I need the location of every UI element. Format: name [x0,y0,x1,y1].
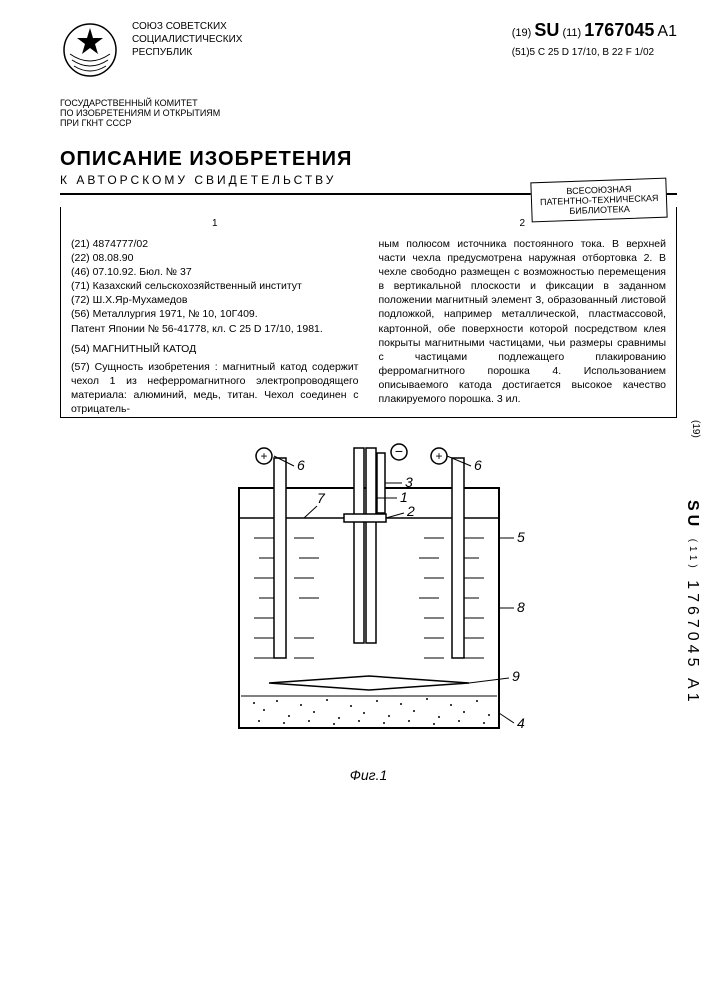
country-code-label: (19) [512,27,532,39]
ipc-block: (51)5 C 25 D 17/10, B 22 F 1/02 [512,47,677,58]
diagram-magnetic-cathode: + − + 6 6 3 1 2 7 5 8 9 4 [199,428,539,758]
doc-id: (19) SU (11) 1767045 A1 (51)5 C 25 D 17/… [512,20,677,58]
number-label: (11) [562,27,581,39]
col2-text: ным полюсом источника постоянного тока. … [379,237,667,407]
ipc-label: (51)5 [512,47,535,58]
ref-9: 9 [512,668,520,684]
side-prefix: (19) [690,420,701,438]
ref-2: 2 [406,503,415,519]
country-code: SU [534,20,559,40]
field-71: (71) Казахский сельскохозяйственный инст… [71,279,359,293]
title-main: ОПИСАНИЕ ИЗОБРЕТЕНИЯ [60,148,677,171]
header: СОЮЗ СОВЕТСКИХ СОЦИАЛИСТИЧЕСКИХ РЕСПУБЛИ… [60,20,677,80]
ref-6b: 6 [474,457,482,473]
kind-code: A1 [657,23,677,40]
field-54: (54) МАГНИТНЫЙ КАТОД [71,342,359,356]
field-56a: (56) Металлургия 1971, № 10, 10Г409. [71,307,359,321]
doc-number: 1767045 [584,20,654,40]
field-72: (72) Ш.Х.Яр-Мухамедов [71,293,359,307]
committee-label: ГОСУДАРСТВЕННЫЙ КОМИТЕТ ПО ИЗОБРЕТЕНИЯМ … [60,98,677,128]
ref-6a: 6 [297,457,305,473]
ipc-codes: C 25 D 17/10, B 22 F 1/02 [538,47,654,58]
col2-number: 2 [379,217,667,231]
ussr-emblem-icon [60,20,120,80]
ref-8: 8 [517,599,525,615]
ref-3: 3 [405,474,413,490]
text-columns: 1 (21) 4874777/02 (22) 08.08.90 (46) 07.… [60,207,677,418]
patent-page: СОЮЗ СОВЕТСКИХ СОЦИАЛИСТИЧЕСКИХ РЕСПУБЛИ… [0,0,707,1000]
side-doc-id: SU (11) 1767045 A1 [683,500,701,706]
field-56b: Патент Японии № 56-41778, кл. C 25 D 17/… [71,322,359,336]
figure-label: Фиг.1 [60,767,677,783]
field-57: (57) Сущность изобретения : магнитный ка… [71,360,359,417]
ref-7: 7 [317,490,326,506]
figure-1: + − + 6 6 3 1 2 7 5 8 9 4 Фиг.1 [60,428,677,783]
field-22: (22) 08.08.90 [71,251,359,265]
union-label: СОЮЗ СОВЕТСКИХ СОЦИАЛИСТИЧЕСКИХ РЕСПУБЛИ… [132,20,242,59]
field-46: (46) 07.10.92. Бюл. № 37 [71,265,359,279]
column-right: 2 ным полюсом источника постоянного тока… [379,217,667,417]
svg-text:+: + [260,449,267,463]
field-21: (21) 4874777/02 [71,237,359,251]
ref-5: 5 [517,529,525,545]
col1-number: 1 [71,217,359,231]
ref-4: 4 [517,715,525,731]
svg-text:+: + [435,449,442,463]
svg-text:−: − [394,443,402,459]
column-left: 1 (21) 4874777/02 (22) 08.08.90 (46) 07.… [71,217,359,417]
